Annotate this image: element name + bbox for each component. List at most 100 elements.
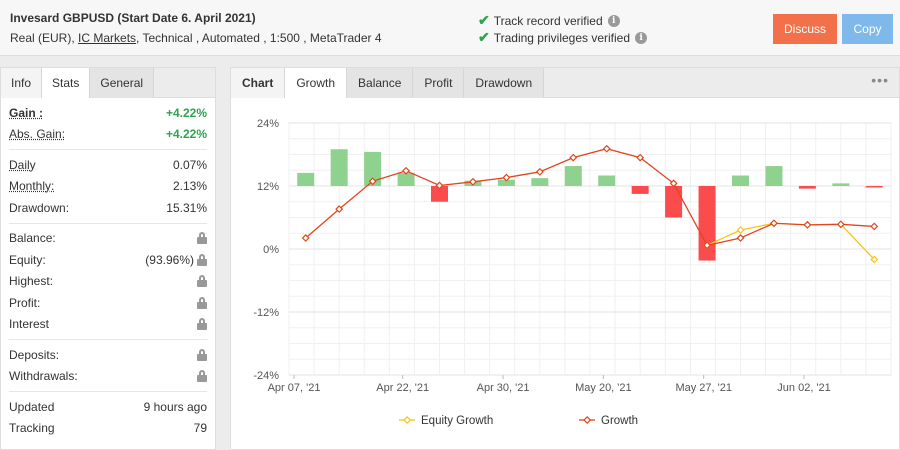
stat-tracking: Tracking 79 [9,418,207,440]
abs-gain-label[interactable]: Abs. Gain: [9,127,66,142]
track-record-label: Track record verified [493,13,603,28]
chart-tabs: Chart Growth Balance Profit Drawdown ••• [231,68,899,98]
tab-drawdown[interactable]: Drawdown [464,68,545,98]
chart-bar [431,186,448,202]
series-point [803,220,812,229]
legend-label: Growth [601,415,638,427]
series-point [703,241,712,250]
left-tabs: Info Stats General [1,68,215,98]
stat-withdrawals: Withdrawals: [9,366,207,388]
y-tick-label: 24% [257,118,279,130]
updated-value: 9 hours ago [143,399,207,414]
divider [9,339,207,340]
x-tick-label: Jun 02, '21 [777,382,830,394]
x-tick-label: Apr 22, '21 [376,382,429,394]
updated-label: Updated [9,399,55,414]
series-point [669,179,678,188]
discuss-button[interactable]: Discuss [773,14,837,44]
account-type: Real (EUR), [10,31,75,45]
series-point [301,234,310,242]
check-icon: ✔ [478,12,490,28]
y-tick-label: 0% [263,244,279,256]
daily-value: 0.07% [172,157,207,172]
deposits-label: Deposits: [9,347,60,362]
stats-panel: Info Stats General Gain : +4.22% Abs. Ga… [0,67,216,450]
gain-label[interactable]: Gain : [9,105,44,120]
track-record-verified: ✔ Track record verified i [478,12,620,29]
gain-value: +4.22% [165,105,207,120]
tab-general[interactable]: General [90,68,155,98]
broker-link[interactable]: IC Markets [78,31,137,45]
series-point [602,144,611,153]
series-point [402,166,411,175]
stat-daily: Daily 0.07% [9,154,207,176]
stat-drawdown: Drawdown: 15.31% [9,197,207,219]
trading-privileges-label: Trading privileges verified [493,30,631,45]
series-point [435,181,444,190]
stat-updated: Updated 9 hours ago [9,396,207,418]
drawdown-label: Drawdown: [9,200,70,215]
lock-icon [197,253,207,266]
chart-bar [631,186,649,194]
x-tick-label: Apr 07, '21 [268,382,321,394]
tracking-value: 79 [193,421,207,436]
stat-equity: Equity: (93.96%) [9,249,207,271]
tab-chart[interactable]: Chart [231,68,286,98]
drawdown-value: 15.31% [166,200,207,215]
y-tick-label: -24% [253,370,279,382]
chart-bar [665,186,683,218]
divider [9,222,207,224]
lock-icon [197,232,207,245]
info-icon[interactable]: i [607,14,620,27]
info-icon[interactable]: i [635,31,648,44]
copy-button[interactable]: Copy [842,14,893,44]
monthly-label[interactable]: Monthly: [9,179,55,194]
legend-label: Equity Growth [421,415,493,427]
daily-label[interactable]: Daily [9,157,36,172]
chart-bar [698,186,716,261]
tab-stats[interactable]: Stats [42,68,91,98]
stat-balance: Balance: [9,228,207,250]
highest-label: Highest: [9,274,54,289]
lock-icon [197,370,207,383]
series-point [736,226,745,235]
legend-marker [403,416,412,424]
chart-bar [364,151,382,186]
stats-list: Gain : +4.22% Abs. Gain: +4.22% Daily 0.… [1,98,215,439]
system-title: Invesard GBPUSD (Start Date 6. April 202… [10,11,256,25]
lock-icon [197,296,207,309]
chart-bar [865,186,883,188]
tab-profit[interactable]: Profit [413,68,465,98]
lock-icon [197,318,207,331]
series-point [636,153,645,162]
system-header: Invesard GBPUSD (Start Date 6. April 202… [0,0,900,56]
series-point [569,153,578,162]
equity-label: Equity: [9,252,46,267]
stat-highest: Highest: [9,271,207,293]
chart-bar [397,172,415,186]
x-tick-label: Apr 30, '21 [477,382,530,394]
tab-balance[interactable]: Balance [347,68,414,98]
system-subtitle: Real (EUR), IC Markets, Technical , Auto… [10,31,382,45]
chart-bar [564,166,582,186]
lock-icon [197,348,207,361]
series-point [870,255,879,264]
x-tick-label: May 20, '21 [575,382,632,394]
chart-bar [732,175,749,186]
chart-panel: Chart Growth Balance Profit Drawdown •••… [230,67,900,450]
trading-privileges-verified: ✔ Trading privileges verified i [478,29,648,46]
chart-bar [798,186,816,189]
y-tick-label: 12% [257,181,279,193]
stat-abs-gain: Abs. Gain: +4.22% [9,124,207,146]
stat-profit: Profit: [9,292,207,314]
balance-label: Balance: [9,231,56,246]
tab-info[interactable]: Info [1,68,43,98]
equity-value: (93.96%) [145,252,194,267]
tab-growth[interactable]: Growth [285,68,348,98]
divider [9,391,207,392]
chart-bar [832,183,850,186]
series-line [305,148,875,247]
more-options-icon[interactable]: ••• [871,72,889,88]
check-icon: ✔ [478,29,490,45]
stat-interest: Interest [9,314,207,336]
